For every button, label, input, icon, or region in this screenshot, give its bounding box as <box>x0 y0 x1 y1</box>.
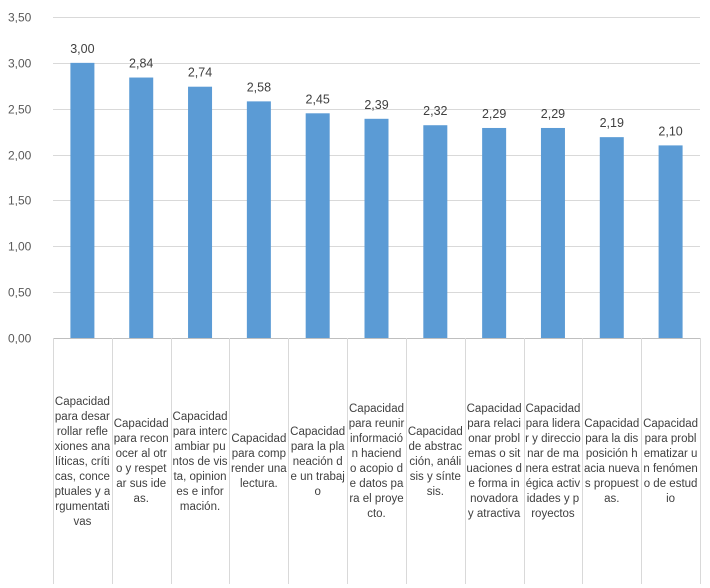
data-label: 3,00 <box>70 42 94 56</box>
bar <box>364 118 389 338</box>
data-label: 2,32 <box>423 104 447 118</box>
x-category-label: Capacidad para reunir información hacien… <box>348 403 405 520</box>
data-label: 2,84 <box>129 57 153 71</box>
data-label: 2,29 <box>541 107 565 121</box>
data-label: 2,58 <box>247 80 271 94</box>
x-category-label: Capacidad para liderar y direccionar de … <box>525 403 581 520</box>
bar <box>188 86 213 339</box>
bar <box>658 145 683 338</box>
data-label: 2,45 <box>306 92 330 106</box>
y-tick-label: 3,00 <box>8 57 32 71</box>
y-tick-label: 1,50 <box>8 194 32 208</box>
bar <box>599 137 624 338</box>
x-category-label: Capacidad de abstracción, análisis y sín… <box>407 425 463 498</box>
data-label: 2,29 <box>482 107 506 121</box>
bar <box>246 101 271 339</box>
bar <box>482 127 507 338</box>
y-tick-label: 3,50 <box>8 11 32 25</box>
bar <box>305 113 330 338</box>
y-tick-label: 2,00 <box>8 149 32 163</box>
x-category-label: Capacidad para la disposición hacia nuev… <box>583 418 640 505</box>
bar <box>423 125 448 338</box>
x-category-label: Capacidad para relacionar problemas o si… <box>466 403 522 520</box>
data-label: 2,74 <box>188 66 212 80</box>
bar <box>540 127 565 338</box>
data-label: 2,19 <box>600 116 624 130</box>
bar <box>129 77 154 338</box>
x-category-label: Capacidad para comprender una lectura. <box>231 433 287 490</box>
y-tick-label: 0,00 <box>8 332 32 346</box>
x-category-label: Capacidad para intercambiar puntos de vi… <box>172 410 228 513</box>
y-tick-label: 2,50 <box>8 103 32 117</box>
x-category-label: Capacidad para la planeación de un traba… <box>290 425 346 498</box>
y-tick-label: 1,00 <box>8 240 32 254</box>
x-category-label: Capacidad para problematizar un fenómeno… <box>643 418 699 505</box>
data-label: 2,10 <box>658 124 682 138</box>
data-label: 2,39 <box>364 98 388 112</box>
bar <box>70 62 95 338</box>
x-category-label: Capacidad para reconocer al otro y respe… <box>113 418 169 505</box>
y-tick-label: 0,50 <box>8 286 32 300</box>
x-category-label: Capacidad para desarrollar reflexiones a… <box>54 395 111 528</box>
